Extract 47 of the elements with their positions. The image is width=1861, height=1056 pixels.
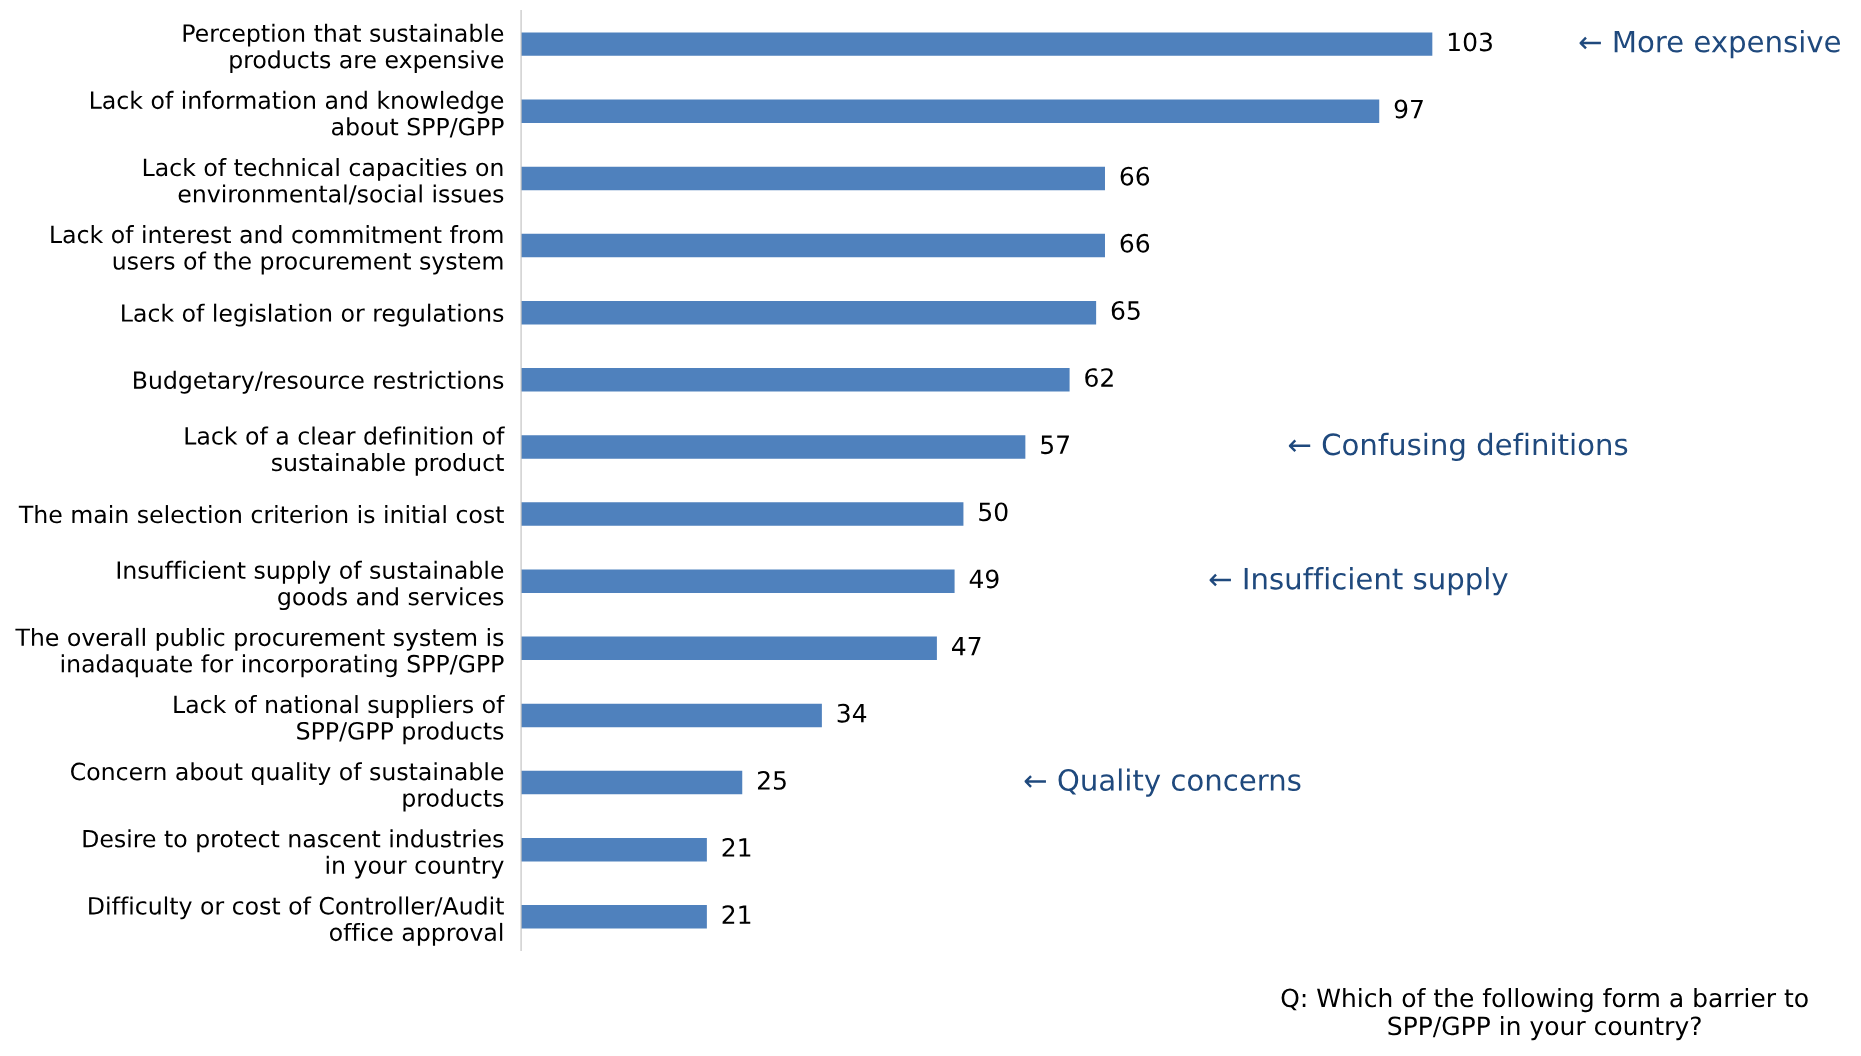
y-tick-label: Lack of technical capacities on environmental/social issues [143, 157, 504, 205]
y-tick-label: Perception that sustainable products are expensive [183, 23, 504, 74]
data-label: 34 [837, 703, 867, 723]
y-tick-label: Lack of legislation or regulations [122, 303, 504, 327]
y-tick-label: Insufficient supply of sustainable goods and services [117, 560, 504, 611]
data-label: 57 [1041, 435, 1069, 455]
y-tick-label: Lack of information and knowledge about SPP/GPP [91, 90, 504, 138]
data-label: 21 [722, 905, 751, 924]
bar [521, 300, 1097, 325]
bar [521, 703, 822, 728]
bar [521, 770, 743, 795]
y-tick-label: Lack of a clear definition of sustainable product [185, 426, 505, 476]
y-tick-label: The main selection criterion is initial cost [18, 505, 504, 524]
annotation: ← Insufficient supply [1209, 567, 1508, 596]
y-tick-label: Concern about quality of sustainable products [71, 762, 504, 812]
data-label: 103 [1448, 32, 1492, 52]
bar [521, 368, 1070, 392]
data-label: 50 [979, 502, 1008, 522]
y-tick-label: Budgetary/resource restrictions [134, 370, 504, 394]
data-label: 47 [952, 636, 981, 656]
bar [521, 233, 1105, 258]
bar [521, 569, 955, 593]
data-label: 25 [757, 770, 786, 790]
y-tick-label: Desire to protect nascent industries in your country [83, 829, 504, 879]
text: ← More expensive [1579, 30, 1840, 59]
y-tick-label: Lack of interest and commitment from users of the procurement system [51, 225, 503, 275]
data-label: 49 [969, 569, 999, 589]
data-label: 62 [1085, 368, 1113, 388]
bar [521, 435, 1026, 459]
bar [521, 636, 937, 661]
y-tick-label: The overall public procurement system is inadaquate for incorporating SPP/GPP [15, 627, 504, 678]
bar [521, 502, 964, 526]
y-tick-label: Difficulty or cost of Controller/Audit office approval [89, 896, 504, 946]
bar [521, 905, 707, 929]
data-label: 66 [1120, 166, 1150, 186]
text: Q: Which of the following form a barrier to SPP/GPP in your country? [1281, 987, 1808, 1041]
bar [521, 32, 1433, 56]
annotation: ← Confusing definitions [1288, 432, 1628, 462]
data-label: 21 [722, 838, 751, 857]
data-label: 97 [1394, 99, 1423, 119]
data-label: 65 [1111, 301, 1140, 320]
bar [521, 837, 707, 862]
bar [521, 166, 1105, 191]
bar [521, 99, 1380, 124]
data-label: 66 [1120, 233, 1150, 253]
annotation: ← Quality concerns [1024, 768, 1301, 797]
y-tick-label: Lack of national suppliers of SPP/GPP products [174, 695, 505, 745]
